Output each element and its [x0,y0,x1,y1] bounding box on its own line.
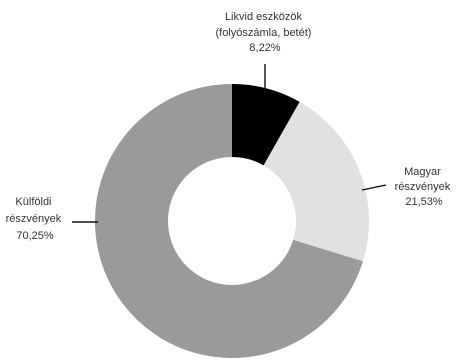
slice-value-likvid: 8,22% [249,42,280,54]
slice-label-kulfoldi-line1: Külföldi [15,196,51,208]
slice-likvid [232,84,300,166]
slice-label-magyar-line2: részvények [395,181,451,193]
slice-label-likvid-line1: Likvid eszközök [225,11,303,23]
slice-label-magyar-line1: Magyar [404,166,441,178]
slice-value-kulfoldi: 70,25% [16,230,54,242]
slice-label-magyar: Magyar részvények 21,53% [395,166,454,208]
slice-label-kulfoldi-line2: részvények [6,213,62,225]
slice-magyar [263,101,369,262]
leader-magyar [361,184,387,191]
donut-slices [94,84,369,358]
slice-label-likvid-line2: (folyószámla, betét) [215,27,311,39]
slice-value-magyar: 21,53% [405,196,443,208]
leader-lines [72,64,387,223]
slice-label-kulfoldi: Külföldi részvények 70,25% [6,196,65,242]
slice-label-likvid: Likvid eszközök (folyószámla, betét) 8,2… [215,11,314,54]
slice-kulfoldi [94,84,363,358]
